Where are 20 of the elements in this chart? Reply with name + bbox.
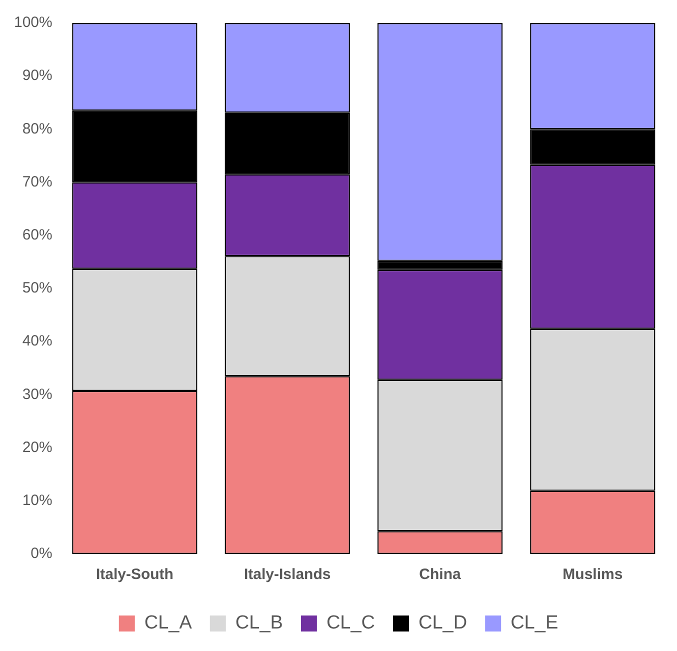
x-tick-label: Muslims xyxy=(562,566,623,584)
y-tick-label: 30% xyxy=(22,386,52,403)
legend-label: CL_B xyxy=(235,612,283,634)
y-tick-label: 100% xyxy=(14,14,52,32)
y-tick-label: 50% xyxy=(22,280,52,297)
y-tick-label: 40% xyxy=(22,332,52,350)
y-tick-label: 70% xyxy=(22,173,52,190)
y-tick-label: 80% xyxy=(22,120,52,138)
x-tick-label: Italy-Islands xyxy=(244,566,331,584)
x-tick-label: China xyxy=(419,566,462,584)
legend-label: CL_D xyxy=(418,612,468,634)
y-tick-label: 0% xyxy=(30,545,52,562)
legend-label: CL_E xyxy=(510,612,558,634)
y-tick-label: 20% xyxy=(22,438,52,456)
y-tick-label: 90% xyxy=(22,67,52,84)
legend-label: CL_A xyxy=(144,612,192,634)
x-tick-label: Italy-South xyxy=(96,566,174,584)
legend-label: CL_C xyxy=(326,612,376,634)
y-tick-label: 10% xyxy=(22,492,52,510)
y-tick-label: 60% xyxy=(22,226,52,244)
